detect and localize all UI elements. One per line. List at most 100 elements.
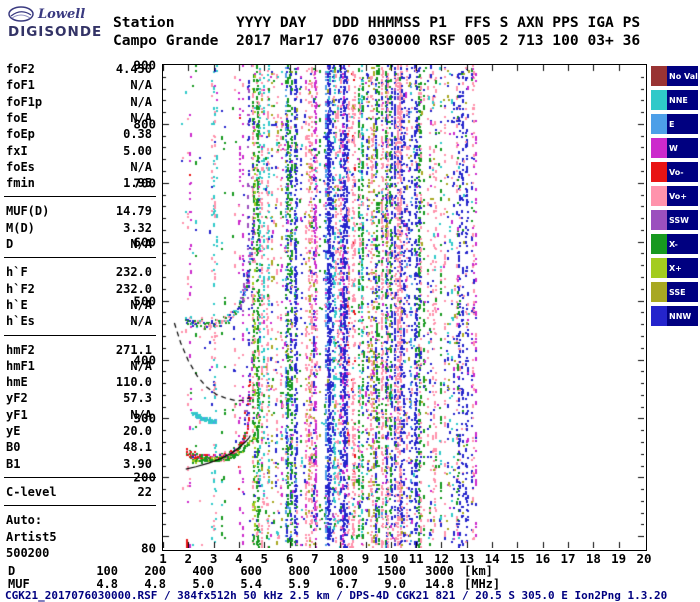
param-row-yf2: yF2 57.3 — [4, 391, 154, 407]
param-label: hmF2 — [6, 342, 35, 357]
legend-item-w: W — [651, 138, 698, 158]
param-value: N/A — [130, 358, 152, 373]
param-value: 48.1 — [123, 440, 152, 455]
x-tick-label-12: 12 — [433, 551, 449, 566]
param-value: N/A — [130, 110, 152, 125]
x-tick-label-7: 7 — [311, 551, 319, 566]
legend-item-noval: No Val — [651, 66, 698, 86]
legend-color-swatch — [651, 306, 667, 326]
x-tick-label-19: 19 — [611, 551, 627, 566]
param-row-md: M(D) 3.32 — [4, 221, 154, 237]
param-row-500200: 500200 — [4, 546, 154, 562]
legend-label: X- — [667, 234, 698, 254]
param-value: 14.79 — [115, 204, 152, 219]
group-separator — [4, 196, 156, 198]
table-unit: [MHz] — [464, 577, 501, 591]
legend-label: Vo+ — [667, 186, 698, 206]
param-label: foF1p — [6, 94, 43, 109]
y-tick-label-600: 600 — [133, 234, 156, 250]
param-label: C-level — [6, 484, 57, 499]
param-row-b1: B1 3.90 — [4, 457, 154, 473]
param-row-foes: foEs N/A — [4, 160, 154, 176]
param-row-hme: hmE 110.0 — [4, 375, 154, 391]
param-label: fmin — [6, 176, 35, 191]
x-tick-label-17: 17 — [560, 551, 576, 566]
branding: Lowell DIGISONDE — [8, 6, 112, 40]
status-line: CGK21_2017076030000.RSF / 384fx512h 50 k… — [5, 589, 668, 602]
legend-item-x-: X- — [651, 234, 698, 254]
param-row-mufd: MUF(D) 14.79 — [4, 204, 154, 220]
param-row-d: D N/A — [4, 237, 154, 253]
param-row-fxi: fxI 5.00 — [4, 144, 154, 160]
param-label: h`Es — [6, 314, 35, 329]
header-field-names: Station YYYY DAY DDD HHMMSS P1 FFS S AXN… — [113, 14, 641, 31]
y-tick-label-800: 800 — [133, 116, 156, 132]
param-value: 57.3 — [123, 391, 152, 406]
y-tick-label-900: 900 — [133, 57, 156, 73]
param-value: 232.0 — [115, 265, 152, 280]
y-tick-label-80: 80 — [140, 540, 156, 556]
param-row-fof1: foF1 N/A — [4, 78, 154, 94]
scaled-parameters-panel: foF2 4.450 foF1 N/A foF1p N/A foE N/A foEp 0.38 fx… — [4, 62, 156, 567]
x-tick-label-15: 15 — [509, 551, 525, 566]
table-cell: 200 — [144, 564, 166, 578]
table-cell: 14.8 — [425, 577, 454, 591]
param-value: 5.00 — [123, 143, 152, 158]
x-tick-label-13: 13 — [459, 551, 475, 566]
brand-digisonde: DIGISONDE — [8, 24, 103, 40]
x-tick-label-16: 16 — [535, 551, 551, 566]
param-value: N/A — [130, 237, 152, 251]
param-value: N/A — [130, 159, 152, 174]
param-row-ye: yE 20.0 — [4, 424, 154, 440]
y-tick-label-400: 400 — [133, 352, 156, 367]
group-separator — [4, 505, 156, 507]
ionogram-scatter-canvas — [163, 65, 644, 548]
table-cell: 600 — [240, 564, 262, 578]
legend-label: E — [667, 114, 698, 134]
legend-color-swatch — [651, 114, 667, 134]
table-cell: 5.4 — [240, 577, 262, 591]
param-row-hmf1: hmF1 N/A — [4, 359, 154, 375]
legend-color-swatch — [651, 138, 667, 158]
y-tick-label-500: 500 — [133, 293, 156, 309]
param-row-he: h`E N/A — [4, 298, 154, 314]
legend-label: Vo- — [667, 162, 698, 182]
legend-color-swatch — [651, 258, 667, 278]
legend-color-swatch — [651, 66, 667, 86]
param-label: M(D) — [6, 220, 35, 235]
param-value: N/A — [130, 78, 152, 93]
param-label: h`F2 — [6, 281, 35, 296]
legend-label: NNW — [667, 306, 698, 326]
param-value: 20.0 — [123, 424, 152, 438]
legend-color-swatch — [651, 162, 667, 182]
lowell-logo-icon — [8, 6, 34, 22]
param-value: 0.38 — [123, 127, 152, 142]
param-label: B0 — [6, 440, 21, 455]
table-cell: 800 — [288, 564, 310, 578]
param-row-hf2: h`F2 232.0 — [4, 282, 154, 298]
param-value — [152, 513, 154, 529]
legend-color-swatch — [651, 210, 667, 230]
param-value: 232.0 — [115, 281, 152, 296]
param-row-fmin: fmin 1.95 — [4, 176, 154, 192]
param-row-hes: h`Es N/A — [4, 314, 154, 330]
param-label: D — [6, 237, 14, 251]
legend-label: X+ — [667, 258, 698, 278]
param-value: 22 — [137, 484, 152, 499]
group-separator — [4, 334, 156, 336]
legend-item-vo-: Vo- — [651, 162, 698, 182]
table-cell: 9.0 — [384, 577, 406, 591]
legend-label: No Val — [667, 66, 698, 86]
legend-label: W — [667, 138, 698, 158]
x-tick-label-10: 10 — [383, 551, 399, 566]
param-row-auto: Auto: — [4, 513, 154, 529]
table-cell: 1500 — [377, 564, 406, 578]
param-label: Artist5 — [6, 529, 57, 544]
x-tick-label-5: 5 — [260, 551, 269, 566]
param-value: 3.32 — [123, 220, 152, 235]
legend-item-x+: X+ — [651, 258, 698, 278]
param-row-hf: h`F 232.0 — [4, 265, 154, 281]
y-tick-label-300: 300 — [133, 410, 156, 426]
param-label: foF1 — [6, 78, 35, 93]
group-separator — [4, 257, 156, 259]
